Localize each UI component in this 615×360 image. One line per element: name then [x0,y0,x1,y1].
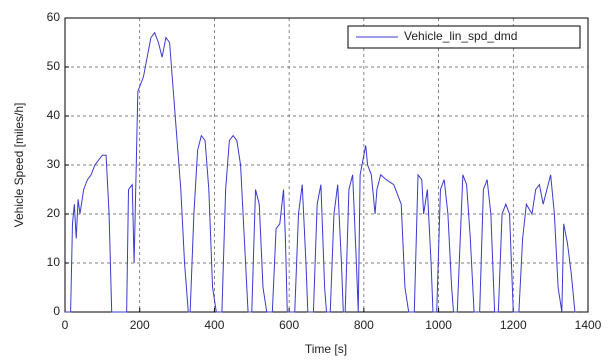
x-axis-label: Time [s] [305,342,347,356]
x-tick-label: 600 [279,318,299,332]
x-tick-label: 800 [354,318,374,332]
y-tick-label: 50 [47,59,61,73]
x-tick-label: 400 [204,318,224,332]
data-line [65,31,577,313]
legend-box [347,25,581,49]
y-tick-label: 60 [47,10,61,24]
y-axis-label: Vehicle Speed [miles/h] [12,103,26,228]
legend-label: Vehicle_lin_spd_dmd [404,29,517,43]
y-tick-label: 30 [47,157,61,171]
y-tick-label: 0 [53,304,60,318]
x-tick-label: 1200 [500,318,527,332]
y-tick-label: 20 [47,206,61,220]
x-tick-label: 1400 [575,318,602,332]
y-tick-label: 40 [47,108,61,122]
x-tick-label: 0 [62,318,69,332]
x-tick-label: 1000 [425,318,452,332]
plot-area [65,18,588,312]
y-tick-label: 10 [47,255,61,269]
x-tick-label: 200 [130,318,150,332]
